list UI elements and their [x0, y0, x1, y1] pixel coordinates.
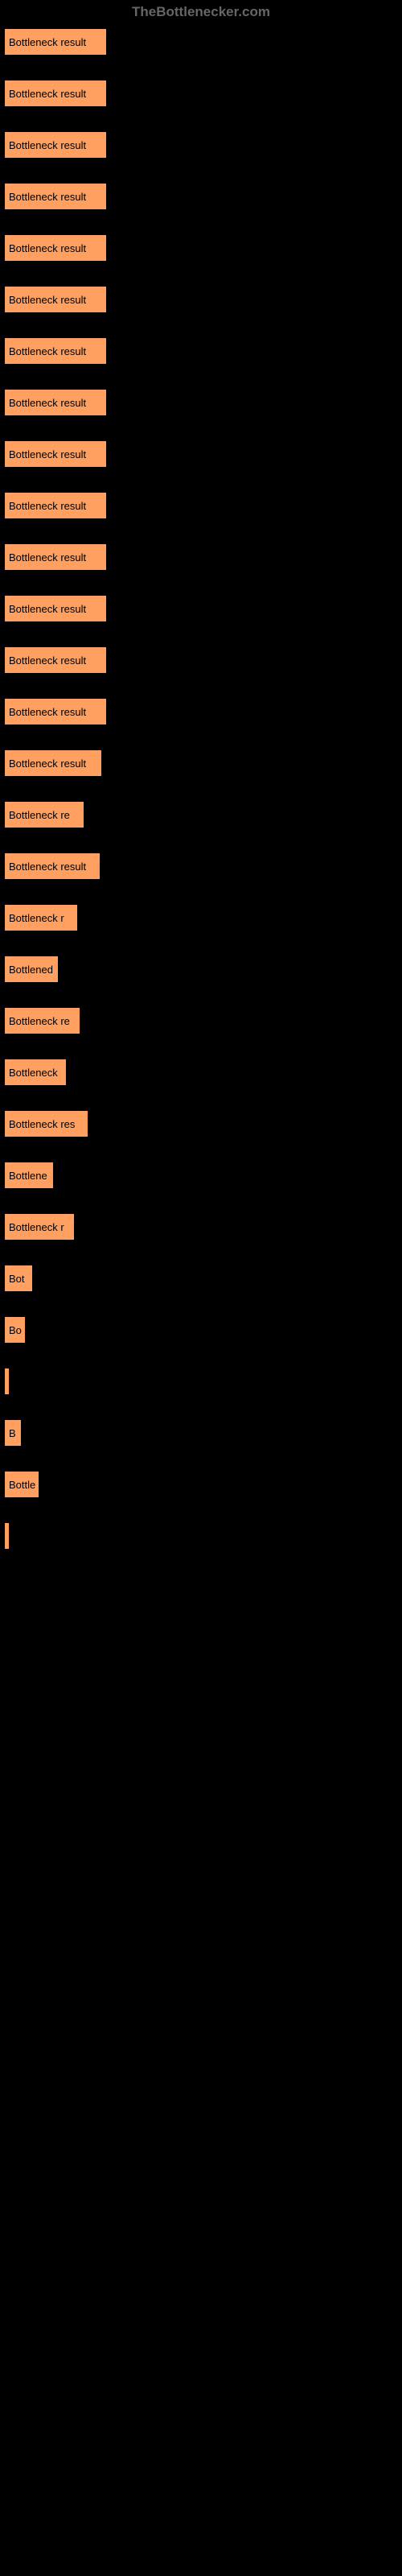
bar: Bottle [4, 1471, 39, 1498]
bar-row [4, 1368, 402, 1395]
bar: Bot [4, 1265, 33, 1292]
bar: B [4, 1419, 22, 1447]
bar: Bottleneck re [4, 1007, 80, 1034]
bar-row: Bottleneck re [4, 1007, 402, 1034]
bar-row: Bottleneck r [4, 904, 402, 931]
bar-row: Bottleneck result [4, 80, 402, 107]
bar-row: Bottle [4, 1471, 402, 1498]
bar-row: Bot [4, 1265, 402, 1292]
bar: Bottleneck result [4, 595, 107, 622]
bar: Bottleneck result [4, 286, 107, 313]
bar-row: Bottleneck result [4, 749, 402, 777]
bar-row: Bottleneck result [4, 852, 402, 880]
bar-row [4, 1522, 402, 1550]
bar: Bottleneck result [4, 543, 107, 571]
bar-row: Bottleneck result [4, 698, 402, 725]
bar-row: Bottleneck result [4, 286, 402, 313]
bar: Bottleneck result [4, 337, 107, 365]
bar: Bottleneck result [4, 131, 107, 159]
bar: Bottleneck result [4, 440, 107, 468]
bar: Bottleneck result [4, 28, 107, 56]
bar: Bottleneck result [4, 492, 107, 519]
bar: Bottleneck result [4, 852, 100, 880]
bar-row: Bottleneck r [4, 1213, 402, 1241]
bar-row: Bottleneck [4, 1059, 402, 1086]
bar: Bottleneck result [4, 234, 107, 262]
bar-row: Bottleneck re [4, 801, 402, 828]
bar: Bottleneck result [4, 183, 107, 210]
bar-row: Bottleneck res [4, 1110, 402, 1137]
bar-row: B [4, 1419, 402, 1447]
bar-row: Bottleneck result [4, 131, 402, 159]
bar-row: Bottleneck result [4, 595, 402, 622]
bar-row: Bottlened [4, 956, 402, 983]
bar-row: Bottleneck result [4, 389, 402, 416]
bar-row: Bottleneck result [4, 183, 402, 210]
bar: Bottleneck [4, 1059, 67, 1086]
bar [4, 1522, 10, 1550]
bar: Bottlened [4, 956, 59, 983]
bar-row: Bottleneck result [4, 492, 402, 519]
bar: Bottleneck result [4, 389, 107, 416]
bar: Bottleneck r [4, 1213, 75, 1241]
bar [4, 1368, 10, 1395]
bar: Bottleneck result [4, 646, 107, 674]
bar: Bottleneck result [4, 80, 107, 107]
bar-row: Bottleneck result [4, 28, 402, 56]
bar: Bottleneck result [4, 698, 107, 725]
bar-row: Bottleneck result [4, 646, 402, 674]
bar: Bottleneck re [4, 801, 84, 828]
bar-chart: Bottleneck result Bottleneck result Bottle… [0, 28, 402, 1550]
bar-row: Bottleneck result [4, 337, 402, 365]
bar-row: Bottlene [4, 1162, 402, 1189]
bar: Bottleneck res [4, 1110, 88, 1137]
bar-row: Bottleneck result [4, 234, 402, 262]
bar-row: Bottleneck result [4, 543, 402, 571]
bar-row: Bo [4, 1316, 402, 1344]
bar-row: Bottleneck result [4, 440, 402, 468]
bar: Bottleneck r [4, 904, 78, 931]
bar: Bo [4, 1316, 26, 1344]
watermark-text: TheBottlenecker.com [0, 4, 402, 20]
bar: Bottlene [4, 1162, 54, 1189]
bar: Bottleneck result [4, 749, 102, 777]
